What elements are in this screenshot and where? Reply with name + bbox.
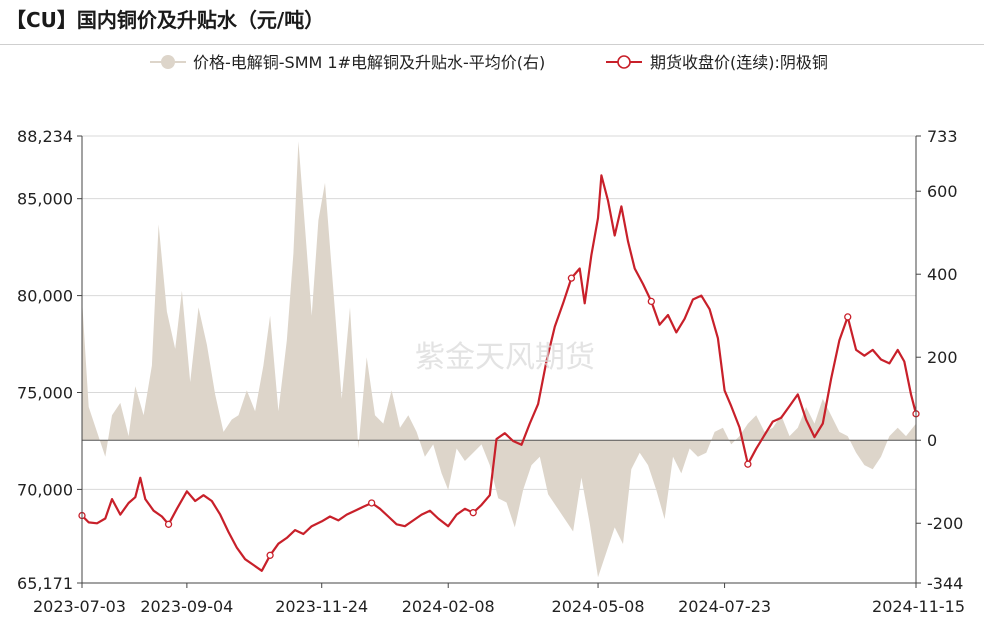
axes	[81, 136, 917, 584]
line-marker	[164, 520, 173, 528]
area-series-premium	[82, 141, 916, 578]
right-tick-label: 200	[927, 348, 958, 367]
right-axis-ticks: -344 -200 0 200 400 600 733	[916, 127, 963, 593]
line-marker	[266, 551, 274, 559]
legend[interactable]: 价格-电解铜-SMM 1#电解铜及升贴水-平均价(右) 期货收盘价(连续):阴极铜	[150, 53, 828, 72]
x-tick-label: 2024-02-08	[402, 597, 495, 616]
page-title: 【CU】国内铜价及升贴水（元/吨）	[6, 8, 325, 32]
line-series-futures	[81, 174, 918, 572]
left-axis-ticks: 65,171 70,000 75,000 80,000 85,000 88,234	[17, 127, 82, 593]
left-tick-label: 75,000	[17, 383, 73, 402]
x-tick-label: 2023-07-03	[33, 597, 126, 616]
right-tick-label: -200	[927, 514, 963, 533]
right-tick-label: -344	[927, 574, 963, 593]
x-axis-ticks: 2023-07-03 2023-09-04 2023-11-24 2024-02-08…	[33, 583, 965, 616]
right-tick-label: 600	[927, 182, 958, 201]
left-tick-label: 80,000	[17, 287, 73, 306]
legend-label-line[interactable]: 期货收盘价(连续):阴极铜	[650, 53, 828, 72]
right-tick-label: 0	[927, 431, 937, 450]
title-divider	[0, 44, 984, 45]
line-marker	[469, 509, 477, 517]
right-tick-label: 400	[927, 265, 958, 284]
x-tick-label: 2023-11-24	[275, 597, 368, 616]
line-marker	[844, 313, 852, 321]
line-marker	[567, 274, 576, 282]
line-marker	[368, 499, 376, 507]
line-marker	[647, 297, 655, 306]
left-tick-label: 70,000	[17, 480, 73, 499]
line-marker	[744, 460, 752, 468]
left-tick-label: 85,000	[17, 190, 73, 209]
legend-label-area[interactable]: 价格-电解铜-SMM 1#电解铜及升贴水-平均价(右)	[193, 53, 545, 72]
watermark-text: 紫金天风期货	[415, 340, 595, 375]
x-tick-label: 2024-11-15	[872, 597, 965, 616]
legend-swatch-line-dot	[617, 55, 631, 69]
left-tick-label: 65,171	[17, 574, 73, 593]
x-tick-label: 2024-05-08	[552, 597, 645, 616]
x-tick-label: 2023-09-04	[140, 597, 233, 616]
right-tick-label: 733	[927, 127, 958, 146]
x-tick-label: 2024-07-23	[678, 597, 771, 616]
legend-swatch-area-dot	[161, 55, 175, 69]
left-tick-label: 88,234	[17, 127, 73, 146]
